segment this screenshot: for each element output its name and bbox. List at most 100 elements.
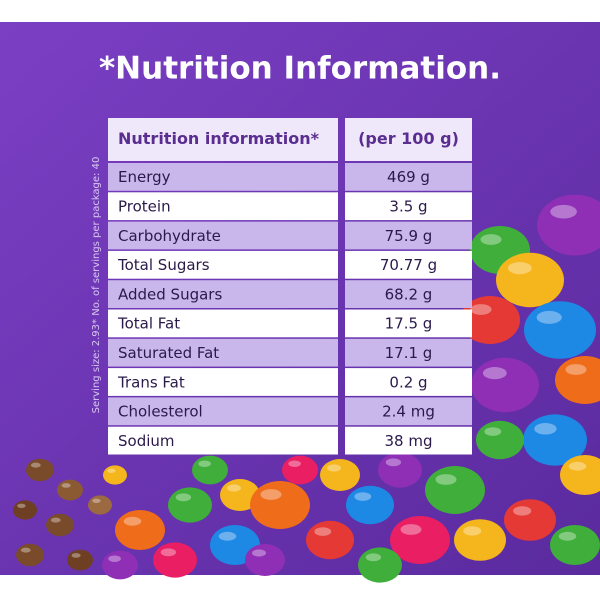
- nutrient-value: 17.5 g: [385, 315, 433, 333]
- candy: [88, 495, 112, 515]
- candy: [524, 301, 596, 359]
- candy: [378, 452, 422, 488]
- candy-shine: [565, 364, 587, 375]
- candy: [471, 357, 539, 413]
- candy: [250, 481, 310, 529]
- row-cell: [108, 280, 338, 308]
- candy-shine: [470, 304, 492, 315]
- row-cell: [345, 309, 472, 338]
- candy: [26, 458, 54, 482]
- candy-shine: [123, 516, 142, 526]
- nutrient-name: Trans Fat: [117, 373, 185, 391]
- candies: [13, 194, 600, 583]
- candy-shine: [175, 493, 192, 502]
- candy: [245, 544, 285, 576]
- nutrient-name: Sodium: [118, 432, 175, 450]
- candy: [504, 499, 556, 541]
- row-cell: [108, 163, 338, 191]
- nutrient-name: Energy: [118, 168, 171, 186]
- row-cell: [345, 338, 472, 367]
- candy: [102, 550, 138, 580]
- candy-shine: [435, 474, 457, 485]
- candy: [306, 520, 354, 560]
- candy: [103, 465, 127, 485]
- candy-shine: [108, 555, 121, 562]
- candy: [550, 525, 600, 565]
- candy: [476, 420, 524, 460]
- nutrient-value: 469 g: [387, 168, 430, 186]
- candy: [13, 500, 37, 520]
- candy-shine: [260, 489, 282, 500]
- header-cell: [108, 118, 338, 161]
- row-cell: [345, 221, 472, 250]
- title: *Nutrition Information.: [99, 51, 501, 87]
- candy: [57, 479, 83, 501]
- nutrient-value: 17.1 g: [385, 344, 433, 362]
- row-cell: [108, 426, 338, 455]
- candy-shine: [550, 204, 577, 219]
- candy: [320, 459, 360, 491]
- candy-shine: [50, 517, 61, 523]
- nutrient-name: Saturated Fat: [118, 344, 219, 362]
- candy-shine: [536, 310, 562, 324]
- candy-shine: [227, 484, 241, 492]
- row-cell: [345, 250, 472, 279]
- candy: [168, 487, 212, 523]
- candy-shine: [558, 531, 577, 541]
- row-cell: [345, 368, 472, 396]
- candy-shine: [327, 464, 341, 472]
- candy-shine: [17, 503, 26, 508]
- candy-shine: [400, 524, 422, 535]
- candy-shine: [513, 506, 532, 516]
- candy: [425, 466, 485, 514]
- candy-shine: [20, 547, 31, 553]
- candy: [67, 549, 93, 571]
- side-note: Serving size: 2.93* No. of servings per …: [91, 157, 102, 414]
- candy-shine: [365, 553, 382, 562]
- candy-shine: [484, 427, 502, 436]
- row-cell: [108, 309, 338, 338]
- nutrient-name: Carbohydrate: [118, 227, 221, 245]
- candy-shine: [288, 460, 301, 467]
- nutrient-name: Added Sugars: [118, 285, 222, 303]
- nutrient-value: 70.77 g: [380, 256, 437, 274]
- candy-shine: [252, 549, 266, 557]
- candy: [555, 356, 600, 404]
- nutrient-name: Cholesterol: [118, 403, 203, 421]
- candy-shine: [354, 492, 372, 501]
- candy-shine: [507, 261, 532, 275]
- header-text: (per 100 g): [358, 129, 459, 148]
- nutrient-name: Protein: [118, 197, 171, 215]
- row-cell: [108, 250, 338, 279]
- candy: [454, 519, 506, 561]
- candy-shine: [218, 531, 237, 541]
- nutrient-name: Total Sugars: [117, 256, 210, 274]
- row-cell: [345, 397, 472, 426]
- row-cell: [108, 368, 338, 396]
- candy: [560, 455, 600, 495]
- candy-shine: [314, 527, 332, 536]
- candy-shine: [534, 423, 557, 435]
- candy: [496, 252, 564, 308]
- candy: [46, 513, 74, 537]
- candy-shine: [568, 461, 587, 471]
- candy-shine: [71, 553, 81, 558]
- candy-shine: [61, 483, 71, 488]
- candy: [523, 414, 587, 466]
- header-text: Nutrition information*: [118, 129, 320, 148]
- nutrient-value: 68.2 g: [385, 285, 433, 303]
- row-cell: [345, 280, 472, 308]
- row-cell: [108, 192, 338, 221]
- row-cell: [345, 192, 472, 221]
- candy: [390, 516, 450, 564]
- nutrient-value: 2.4 mg: [382, 403, 435, 421]
- candy: [460, 296, 520, 344]
- nutrient-value: 0.2 g: [389, 373, 427, 391]
- nutrient-value: 75.9 g: [385, 227, 433, 245]
- candy-shine: [92, 498, 101, 503]
- candy: [115, 510, 165, 550]
- candy: [16, 543, 44, 567]
- candy-shine: [385, 458, 402, 467]
